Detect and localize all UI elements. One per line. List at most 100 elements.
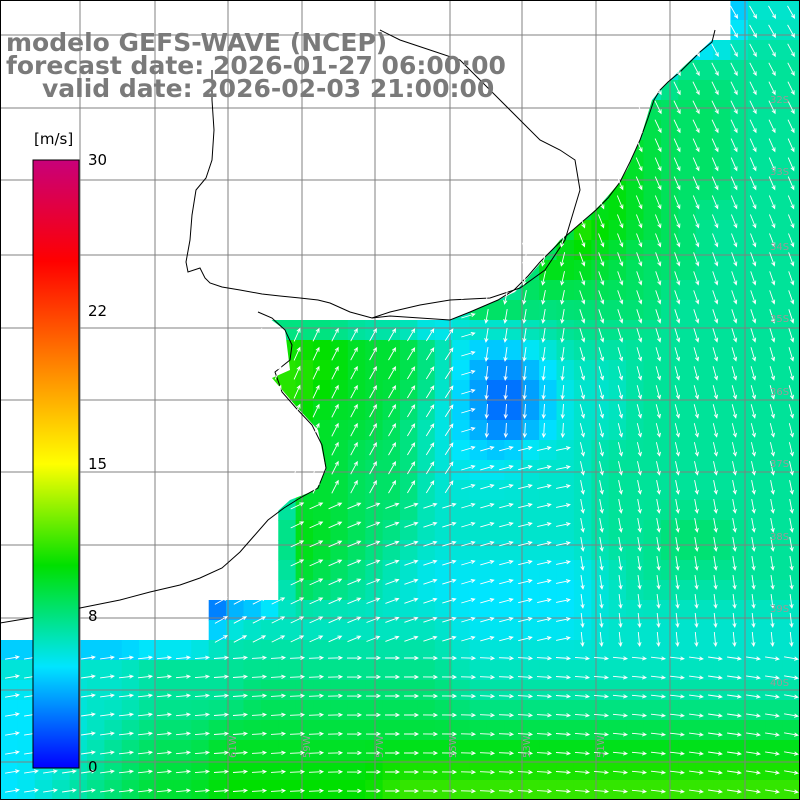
- wind-arrow: [637, 480, 642, 495]
- speed-cell: [313, 640, 332, 661]
- speed-cell: [782, 340, 800, 361]
- speed-cell: [17, 780, 36, 800]
- speed-cell: [330, 660, 349, 681]
- wind-arrow: [503, 290, 508, 305]
- speed-cell: [608, 540, 627, 561]
- speed-cell: [382, 320, 401, 341]
- lat-label: 34S: [770, 242, 789, 253]
- speed-cell: [556, 340, 575, 361]
- wind-arrow: [541, 328, 546, 343]
- wind-arrow: [730, 43, 738, 58]
- wind-arrow: [654, 176, 662, 191]
- wind-arrow: [559, 195, 566, 210]
- speed-cell: [747, 200, 766, 221]
- wind-arrow: [484, 403, 489, 420]
- wind-arrow: [270, 655, 287, 660]
- wind-arrow: [484, 309, 489, 324]
- wind-arrow: [5, 674, 20, 679]
- wind-arrow: [404, 750, 420, 756]
- wind-arrow: [522, 365, 527, 382]
- wind-arrow: [730, 81, 738, 96]
- wind-arrow: [407, 366, 416, 380]
- speed-cell: [313, 740, 332, 761]
- wind-arrow: [673, 62, 681, 77]
- wind-arrow: [674, 252, 681, 267]
- speed-cell: [226, 660, 245, 681]
- wind-arrow: [727, 713, 742, 718]
- wind-arrow: [444, 423, 454, 437]
- speed-cell: [400, 320, 418, 341]
- wind-arrow: [350, 460, 358, 475]
- wind-arrow: [768, 157, 776, 172]
- wind-arrow: [541, 309, 546, 324]
- speed-cell: [191, 660, 210, 681]
- speed-cell: [417, 500, 436, 521]
- speed-cell: [608, 620, 627, 641]
- wind-arrow: [556, 522, 571, 527]
- wind-arrow: [461, 445, 476, 452]
- wind-arrow: [312, 441, 320, 456]
- speed-cell: [608, 700, 627, 721]
- speed-cell: [365, 700, 384, 721]
- land-area-south: [0, 0, 326, 625]
- wind-arrow: [711, 62, 719, 77]
- speed-cell: [782, 20, 800, 41]
- speed-cell: [782, 580, 800, 601]
- wind-arrow: [635, 138, 643, 153]
- speed-cell: [678, 180, 697, 201]
- speed-cell: [747, 660, 766, 681]
- wind-arrow: [637, 518, 642, 533]
- speed-cell: [17, 660, 36, 681]
- speed-cell: [469, 420, 488, 441]
- speed-cell: [313, 620, 332, 641]
- wind-arrow: [118, 769, 135, 774]
- wind-arrow: [579, 442, 585, 457]
- wind-arrow: [518, 446, 533, 452]
- lat-label: 32S: [770, 95, 789, 106]
- speed-cell: [730, 120, 749, 141]
- wind-arrow: [366, 521, 381, 528]
- wind-arrow: [312, 346, 320, 361]
- wind-arrow: [636, 328, 643, 343]
- speed-cell: [608, 340, 627, 361]
- wind-arrow: [732, 499, 737, 514]
- wind-arrow: [770, 575, 775, 590]
- wind-arrow: [365, 769, 382, 775]
- speed-cell: [747, 640, 766, 661]
- wind-arrow: [708, 694, 723, 699]
- speed-cell: [730, 440, 749, 461]
- wind-arrow: [673, 157, 681, 172]
- wind-arrow: [599, 612, 604, 629]
- speed-cell: [556, 760, 575, 781]
- wind-arrow: [631, 789, 648, 794]
- wind-arrow: [636, 271, 643, 286]
- speed-cell: [747, 300, 766, 321]
- wind-arrow: [708, 713, 723, 718]
- wind-arrow: [556, 579, 571, 584]
- wind-arrow: [637, 556, 642, 571]
- wind-arrow: [404, 578, 419, 585]
- wind-arrow: [369, 328, 377, 342]
- speed-cell: [765, 360, 784, 381]
- speed-cell: [608, 220, 627, 241]
- wind-arrow: [479, 732, 496, 737]
- wind-arrow: [118, 731, 135, 736]
- speed-cell: [365, 480, 384, 501]
- wind-arrow: [768, 24, 776, 38]
- speed-cell: [765, 100, 784, 121]
- speed-cell: [643, 400, 662, 421]
- wind-arrow: [746, 656, 761, 661]
- wind-arrow: [522, 422, 527, 439]
- wind-arrow: [461, 540, 476, 547]
- wind-arrow: [612, 694, 629, 699]
- wind-arrow: [537, 579, 552, 585]
- speed-cell: [139, 700, 158, 721]
- wind-arrow: [556, 446, 571, 451]
- wind-arrow: [730, 176, 738, 191]
- speed-cell: [486, 500, 505, 521]
- wind-arrow: [749, 100, 757, 115]
- wind-arrow: [175, 693, 192, 698]
- wind-arrow: [388, 365, 397, 380]
- speed-cell: [556, 500, 575, 521]
- wind-arrow: [175, 674, 192, 679]
